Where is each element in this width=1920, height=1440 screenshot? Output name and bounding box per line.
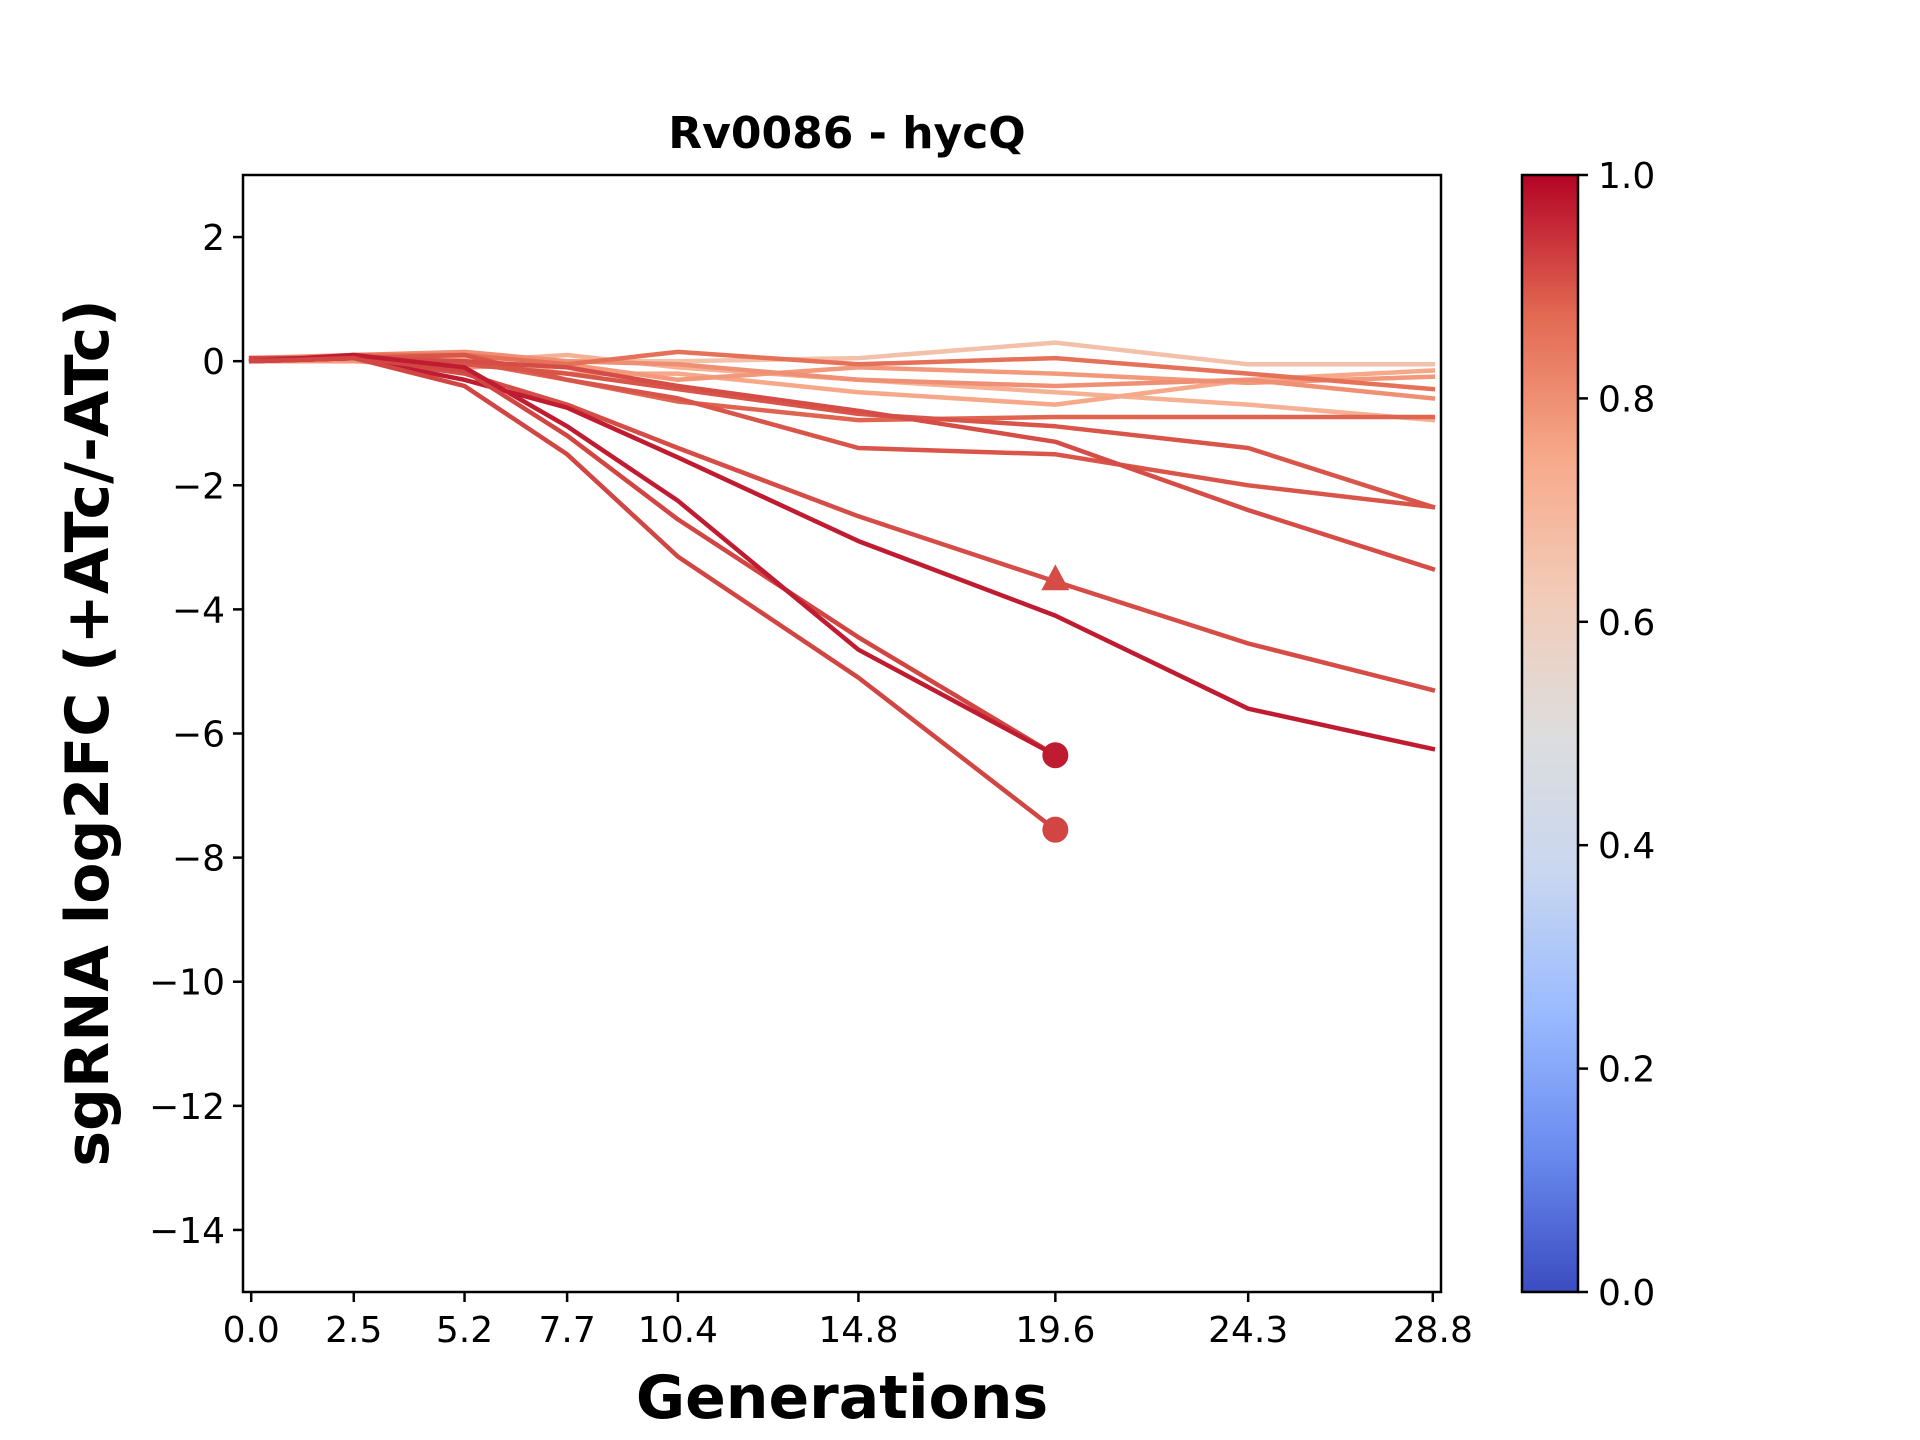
- x-tick-label: 2.5: [325, 1310, 382, 1351]
- colorbar-tick-label: 0.2: [1598, 1050, 1655, 1091]
- marker-layer: [1041, 564, 1070, 843]
- colorbar-tick-label: 0.6: [1598, 603, 1655, 644]
- colorbar-tick-label: 1.0: [1598, 156, 1655, 197]
- x-tick-label: 10.4: [638, 1310, 718, 1351]
- x-tick-label: 0.0: [223, 1310, 280, 1351]
- x-tick-label: 14.8: [818, 1310, 898, 1351]
- plot-area-frame: [241, 173, 1443, 1294]
- x-tick-label: 7.7: [538, 1310, 595, 1351]
- y-tick-label: −8: [172, 839, 225, 880]
- series-line-15: [248, 355, 1059, 833]
- y-tick-label: −4: [172, 590, 225, 631]
- y-tick-label: −2: [172, 466, 225, 507]
- y-axis-label: sgRNA log2FC (+ATc/-ATc): [53, 299, 123, 1166]
- series-end-marker-triangle: [1041, 564, 1070, 591]
- y-tick-label: −10: [149, 963, 225, 1004]
- colorbar-tick-label: 0.8: [1598, 379, 1655, 420]
- colorbar-axis: 0.0 0.2 0.4 0.6 0.8 1.0: [1578, 156, 1655, 1314]
- series-end-marker-circle: [1042, 742, 1069, 769]
- x-tick-label: 24.3: [1208, 1310, 1288, 1351]
- x-tick-label: 28.8: [1393, 1310, 1473, 1351]
- series-layer: [248, 340, 1436, 833]
- y-axis: 2 0 −2 −4 −6 −8 −10 −12 −14: [149, 218, 243, 1252]
- y-tick-label: −12: [149, 1087, 225, 1128]
- colorbar-tick-label: 0.4: [1598, 826, 1655, 867]
- x-axis-label: Generations: [636, 1363, 1048, 1433]
- series-end-marker-circle: [1042, 816, 1069, 843]
- y-tick-label: 2: [202, 218, 225, 259]
- colorbar-tick-label: 0.0: [1598, 1273, 1655, 1314]
- x-tick-label: 5.2: [436, 1310, 493, 1351]
- y-tick-label: −6: [172, 715, 225, 756]
- x-axis: 0.0 2.5 5.2 7.7 10.4 14.8 19.6 24.3 28.8: [223, 1292, 1473, 1351]
- x-tick-label: 19.6: [1015, 1310, 1095, 1351]
- chart-title: Rv0086 - hycQ: [668, 108, 1025, 159]
- colorbar: [1520, 173, 1580, 1294]
- y-tick-label: 0: [202, 342, 225, 383]
- series-line-14: [248, 352, 1059, 759]
- y-tick-label: −14: [149, 1211, 225, 1252]
